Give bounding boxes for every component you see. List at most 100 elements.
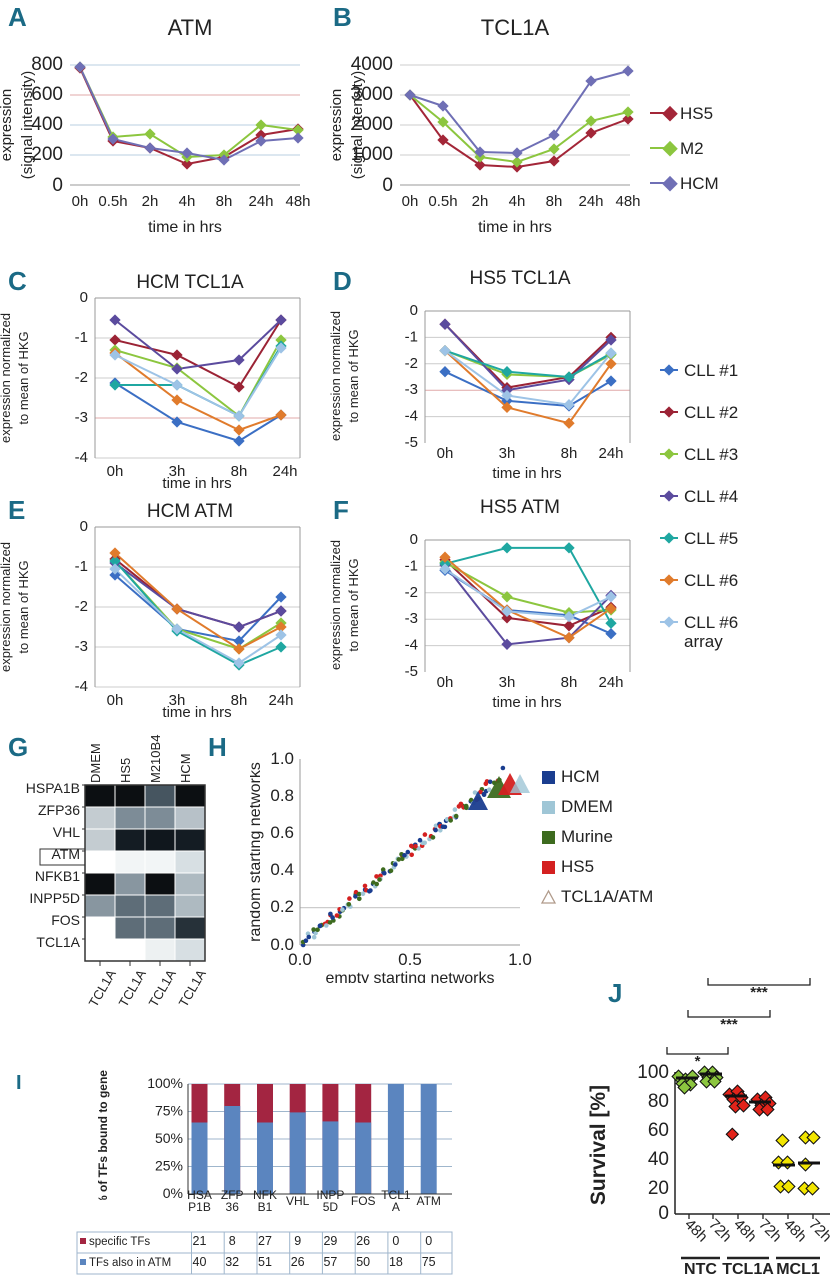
svg-text:60: 60 bbox=[648, 1120, 669, 1141]
svg-text:TCL1A: TCL1A bbox=[481, 15, 550, 40]
svg-text:0h: 0h bbox=[437, 674, 454, 691]
svg-text:5D: 5D bbox=[323, 1200, 339, 1214]
svg-text:0: 0 bbox=[392, 1234, 399, 1248]
svg-text:B1: B1 bbox=[258, 1200, 273, 1214]
svg-text:NFKB1: NFKB1 bbox=[35, 868, 80, 884]
svg-text:25%: 25% bbox=[155, 1158, 183, 1174]
svg-text:-4: -4 bbox=[405, 637, 418, 654]
svg-text:% of TFs bound to gene: % of TFs bound to gene bbox=[96, 1070, 110, 1200]
svg-text:8h: 8h bbox=[561, 445, 578, 462]
svg-text:0.5h: 0.5h bbox=[98, 193, 127, 210]
svg-text:FOS: FOS bbox=[351, 1194, 376, 1208]
svg-text:0: 0 bbox=[52, 175, 63, 196]
svg-text:0.6: 0.6 bbox=[270, 823, 294, 842]
svg-text:50: 50 bbox=[356, 1255, 370, 1269]
svg-text:51: 51 bbox=[258, 1255, 272, 1269]
svg-text:0: 0 bbox=[410, 302, 418, 319]
svg-text:0h: 0h bbox=[107, 692, 124, 709]
svg-text:DMEM: DMEM bbox=[88, 743, 103, 783]
svg-text:TCL1A/ATM: TCL1A/ATM bbox=[561, 887, 653, 906]
svg-text:-5: -5 bbox=[405, 434, 418, 451]
svg-text:1.0: 1.0 bbox=[508, 950, 532, 969]
svg-text:to mean of HKG: to mean of HKG bbox=[346, 558, 361, 651]
svg-text:TCL1A: TCL1A bbox=[116, 967, 149, 1010]
svg-text:0.5: 0.5 bbox=[398, 950, 422, 969]
svg-text:36: 36 bbox=[226, 1200, 240, 1214]
svg-text:1.0: 1.0 bbox=[270, 749, 294, 768]
svg-text:***: *** bbox=[720, 1016, 738, 1033]
svg-text:75: 75 bbox=[422, 1255, 436, 1269]
svg-text:-2: -2 bbox=[75, 598, 88, 615]
svg-text:ATM: ATM bbox=[51, 846, 80, 862]
svg-text:-4: -4 bbox=[75, 449, 88, 466]
svg-text:-2: -2 bbox=[75, 369, 88, 386]
svg-text:-5: -5 bbox=[405, 663, 418, 680]
svg-text:time in hrs: time in hrs bbox=[162, 704, 231, 721]
svg-text:48h: 48h bbox=[780, 1216, 810, 1246]
svg-text:(signal intensity): (signal intensity) bbox=[19, 71, 36, 179]
svg-text:48h: 48h bbox=[615, 193, 640, 210]
svg-text:-1: -1 bbox=[75, 558, 88, 575]
svg-text:48h: 48h bbox=[730, 1216, 760, 1246]
svg-text:***: *** bbox=[750, 984, 768, 1001]
svg-text:3h: 3h bbox=[499, 674, 516, 691]
svg-text:TCL1A: TCL1A bbox=[36, 934, 80, 950]
svg-text:100%: 100% bbox=[147, 1075, 183, 1091]
svg-text:HCM: HCM bbox=[680, 174, 719, 193]
svg-text:26: 26 bbox=[356, 1234, 370, 1248]
svg-text:TFs also in ATM: TFs also in ATM bbox=[89, 1257, 171, 1269]
svg-text:P1B: P1B bbox=[188, 1200, 211, 1214]
svg-text:24h: 24h bbox=[598, 445, 623, 462]
svg-text:2h: 2h bbox=[142, 193, 159, 210]
svg-text:0h: 0h bbox=[402, 193, 419, 210]
svg-text:DMEM: DMEM bbox=[561, 797, 613, 816]
svg-text:ATM: ATM bbox=[416, 1194, 440, 1208]
svg-text:CLL #1: CLL #1 bbox=[684, 361, 738, 380]
svg-text:24h: 24h bbox=[248, 193, 273, 210]
svg-text:0: 0 bbox=[658, 1203, 669, 1224]
svg-text:HCM: HCM bbox=[561, 767, 600, 786]
svg-text:VHL: VHL bbox=[286, 1194, 310, 1208]
svg-text:CLL #2: CLL #2 bbox=[684, 403, 738, 422]
svg-text:0.4: 0.4 bbox=[270, 860, 294, 879]
svg-text:FOS: FOS bbox=[51, 912, 80, 928]
svg-text:Survival [%]: Survival [%] bbox=[587, 1085, 610, 1205]
svg-text:to mean of HKG: to mean of HKG bbox=[16, 560, 31, 653]
svg-text:expression normalized: expression normalized bbox=[330, 540, 343, 670]
svg-text:time in hrs: time in hrs bbox=[492, 694, 561, 711]
svg-text:TCL1A: TCL1A bbox=[176, 967, 209, 1010]
svg-text:48h: 48h bbox=[681, 1216, 711, 1246]
svg-text:expression normalized: expression normalized bbox=[0, 542, 13, 672]
svg-text:8h: 8h bbox=[231, 692, 248, 709]
svg-text:-4: -4 bbox=[75, 678, 88, 695]
svg-text:Murine: Murine bbox=[561, 827, 613, 846]
svg-text:27: 27 bbox=[258, 1234, 272, 1248]
svg-text:400: 400 bbox=[31, 114, 63, 135]
svg-text:24h: 24h bbox=[598, 674, 623, 691]
svg-text:-3: -3 bbox=[75, 409, 88, 426]
svg-text:600: 600 bbox=[31, 84, 63, 105]
svg-text:0: 0 bbox=[382, 175, 393, 196]
svg-text:9: 9 bbox=[294, 1234, 301, 1248]
svg-text:72h: 72h bbox=[705, 1216, 735, 1246]
svg-text:time in hrs: time in hrs bbox=[148, 219, 222, 236]
svg-text:-3: -3 bbox=[405, 610, 418, 627]
svg-text:HCM ATM: HCM ATM bbox=[147, 501, 233, 522]
svg-text:8: 8 bbox=[229, 1234, 236, 1248]
svg-text:-2: -2 bbox=[405, 584, 418, 601]
svg-text:4h: 4h bbox=[179, 193, 196, 210]
svg-text:VHL: VHL bbox=[53, 824, 80, 840]
svg-text:0h: 0h bbox=[107, 463, 124, 480]
svg-text:M210B4: M210B4 bbox=[148, 735, 163, 783]
svg-text:0: 0 bbox=[80, 289, 88, 306]
svg-text:to mean of HKG: to mean of HKG bbox=[16, 331, 31, 424]
svg-text:time in hrs: time in hrs bbox=[478, 219, 552, 236]
svg-text:HS5: HS5 bbox=[118, 758, 133, 783]
svg-text:specific TFs: specific TFs bbox=[89, 1236, 150, 1248]
svg-text:8h: 8h bbox=[216, 193, 233, 210]
svg-text:ZFP36: ZFP36 bbox=[38, 802, 80, 818]
svg-text:57: 57 bbox=[323, 1255, 337, 1269]
svg-text:0: 0 bbox=[80, 518, 88, 535]
svg-text:72h: 72h bbox=[755, 1216, 785, 1246]
svg-text:-1: -1 bbox=[405, 557, 418, 574]
